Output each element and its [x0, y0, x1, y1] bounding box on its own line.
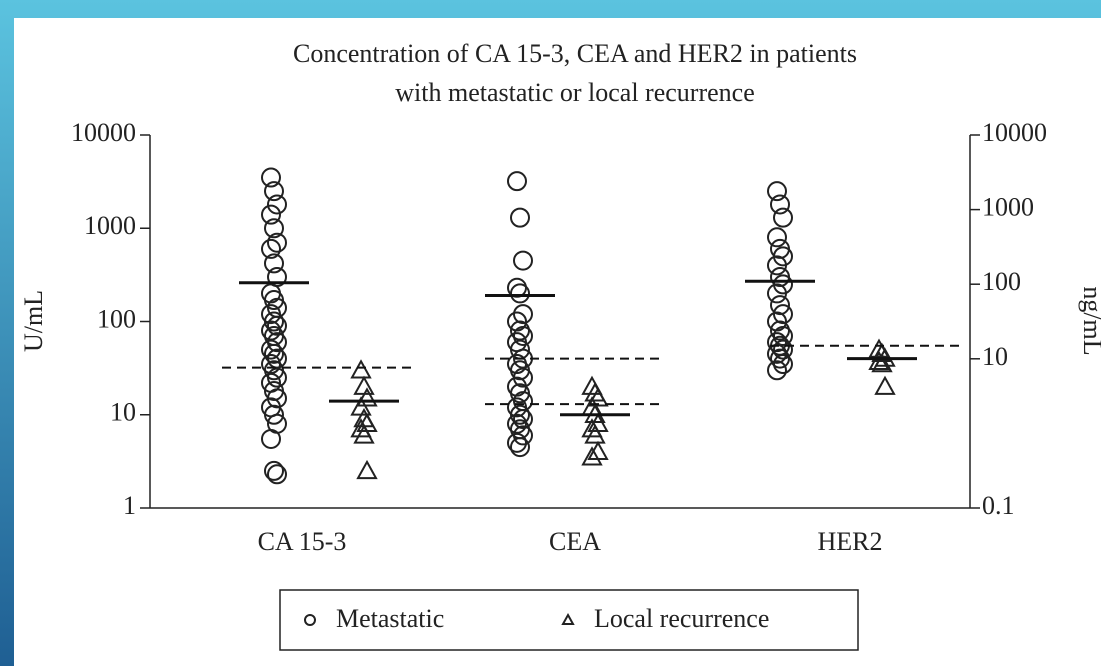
legend-marker — [304, 614, 316, 626]
y-tick-label: 100 — [97, 304, 136, 333]
y2-tick-label: 10 — [982, 342, 1008, 371]
y2-tick-label: 10000 — [982, 118, 1047, 147]
data-point — [267, 194, 287, 215]
legend-box — [279, 589, 859, 651]
data-point — [264, 404, 284, 425]
data-point — [510, 283, 530, 304]
y-tick-label: 1000 — [84, 211, 136, 240]
data-point — [770, 295, 790, 316]
data-point — [510, 437, 530, 458]
data-point — [261, 428, 281, 449]
chart-title: with metastatic or local recurrence — [395, 78, 754, 107]
data-point — [767, 227, 787, 248]
data-point — [356, 459, 378, 480]
legend-marker — [561, 612, 575, 625]
data-point — [874, 375, 896, 395]
data-point — [261, 167, 281, 188]
data-point — [264, 343, 284, 364]
data-point — [587, 387, 609, 407]
data-point — [584, 424, 606, 444]
y2-tick-label: 100 — [982, 267, 1021, 296]
data-point — [353, 424, 375, 444]
data-point — [770, 194, 790, 215]
data-point — [264, 460, 284, 481]
chart-title: Concentration of CA 15-3, CEA and HER2 i… — [293, 39, 857, 68]
data-point — [267, 464, 287, 485]
data-point — [267, 348, 287, 369]
data-point — [773, 207, 793, 228]
data-point — [510, 404, 530, 425]
y2-tick-label: 1000 — [982, 193, 1034, 222]
data-point — [264, 181, 284, 202]
data-point — [513, 250, 533, 271]
data-point — [267, 332, 287, 353]
y2-tick-label: 0.1 — [982, 491, 1015, 520]
data-point — [264, 253, 284, 274]
data-point — [767, 255, 787, 276]
data-point — [507, 171, 527, 192]
y-tick-label: 10000 — [71, 118, 136, 147]
data-point — [767, 332, 787, 353]
data-point — [264, 218, 284, 239]
x-tick-label: CEA — [549, 527, 601, 556]
y-tick-label: 10 — [110, 398, 136, 427]
data-point — [264, 311, 284, 332]
y2-axis-label: ng/mL — [1078, 286, 1101, 355]
figure-panel — [14, 18, 1101, 666]
data-point — [767, 181, 787, 202]
data-point — [267, 232, 287, 253]
data-point — [507, 432, 527, 453]
data-point — [267, 315, 287, 336]
legend-label: Metastatic — [336, 604, 444, 633]
data-point — [356, 387, 378, 407]
data-point — [261, 204, 281, 225]
y-axis-label: U/mL — [19, 290, 48, 352]
x-tick-label: CA 15-3 — [258, 527, 347, 556]
data-point — [513, 409, 533, 430]
data-point — [773, 354, 793, 375]
data-point — [871, 352, 893, 373]
data-point — [513, 325, 533, 346]
data-point — [581, 446, 603, 466]
data-point — [513, 304, 533, 325]
data-point — [267, 367, 287, 388]
x-tick-label: HER2 — [818, 527, 883, 556]
data-point — [510, 207, 530, 228]
y-tick-label: 1 — [123, 491, 136, 520]
data-point — [773, 304, 793, 325]
data-point — [767, 360, 787, 381]
data-point — [773, 325, 793, 346]
data-point — [261, 238, 281, 259]
data-point — [513, 425, 533, 446]
data-point — [773, 339, 793, 360]
data-point — [767, 283, 787, 304]
legend-label: Local recurrence — [594, 604, 769, 633]
data-point — [868, 350, 890, 370]
data-point — [350, 359, 372, 379]
